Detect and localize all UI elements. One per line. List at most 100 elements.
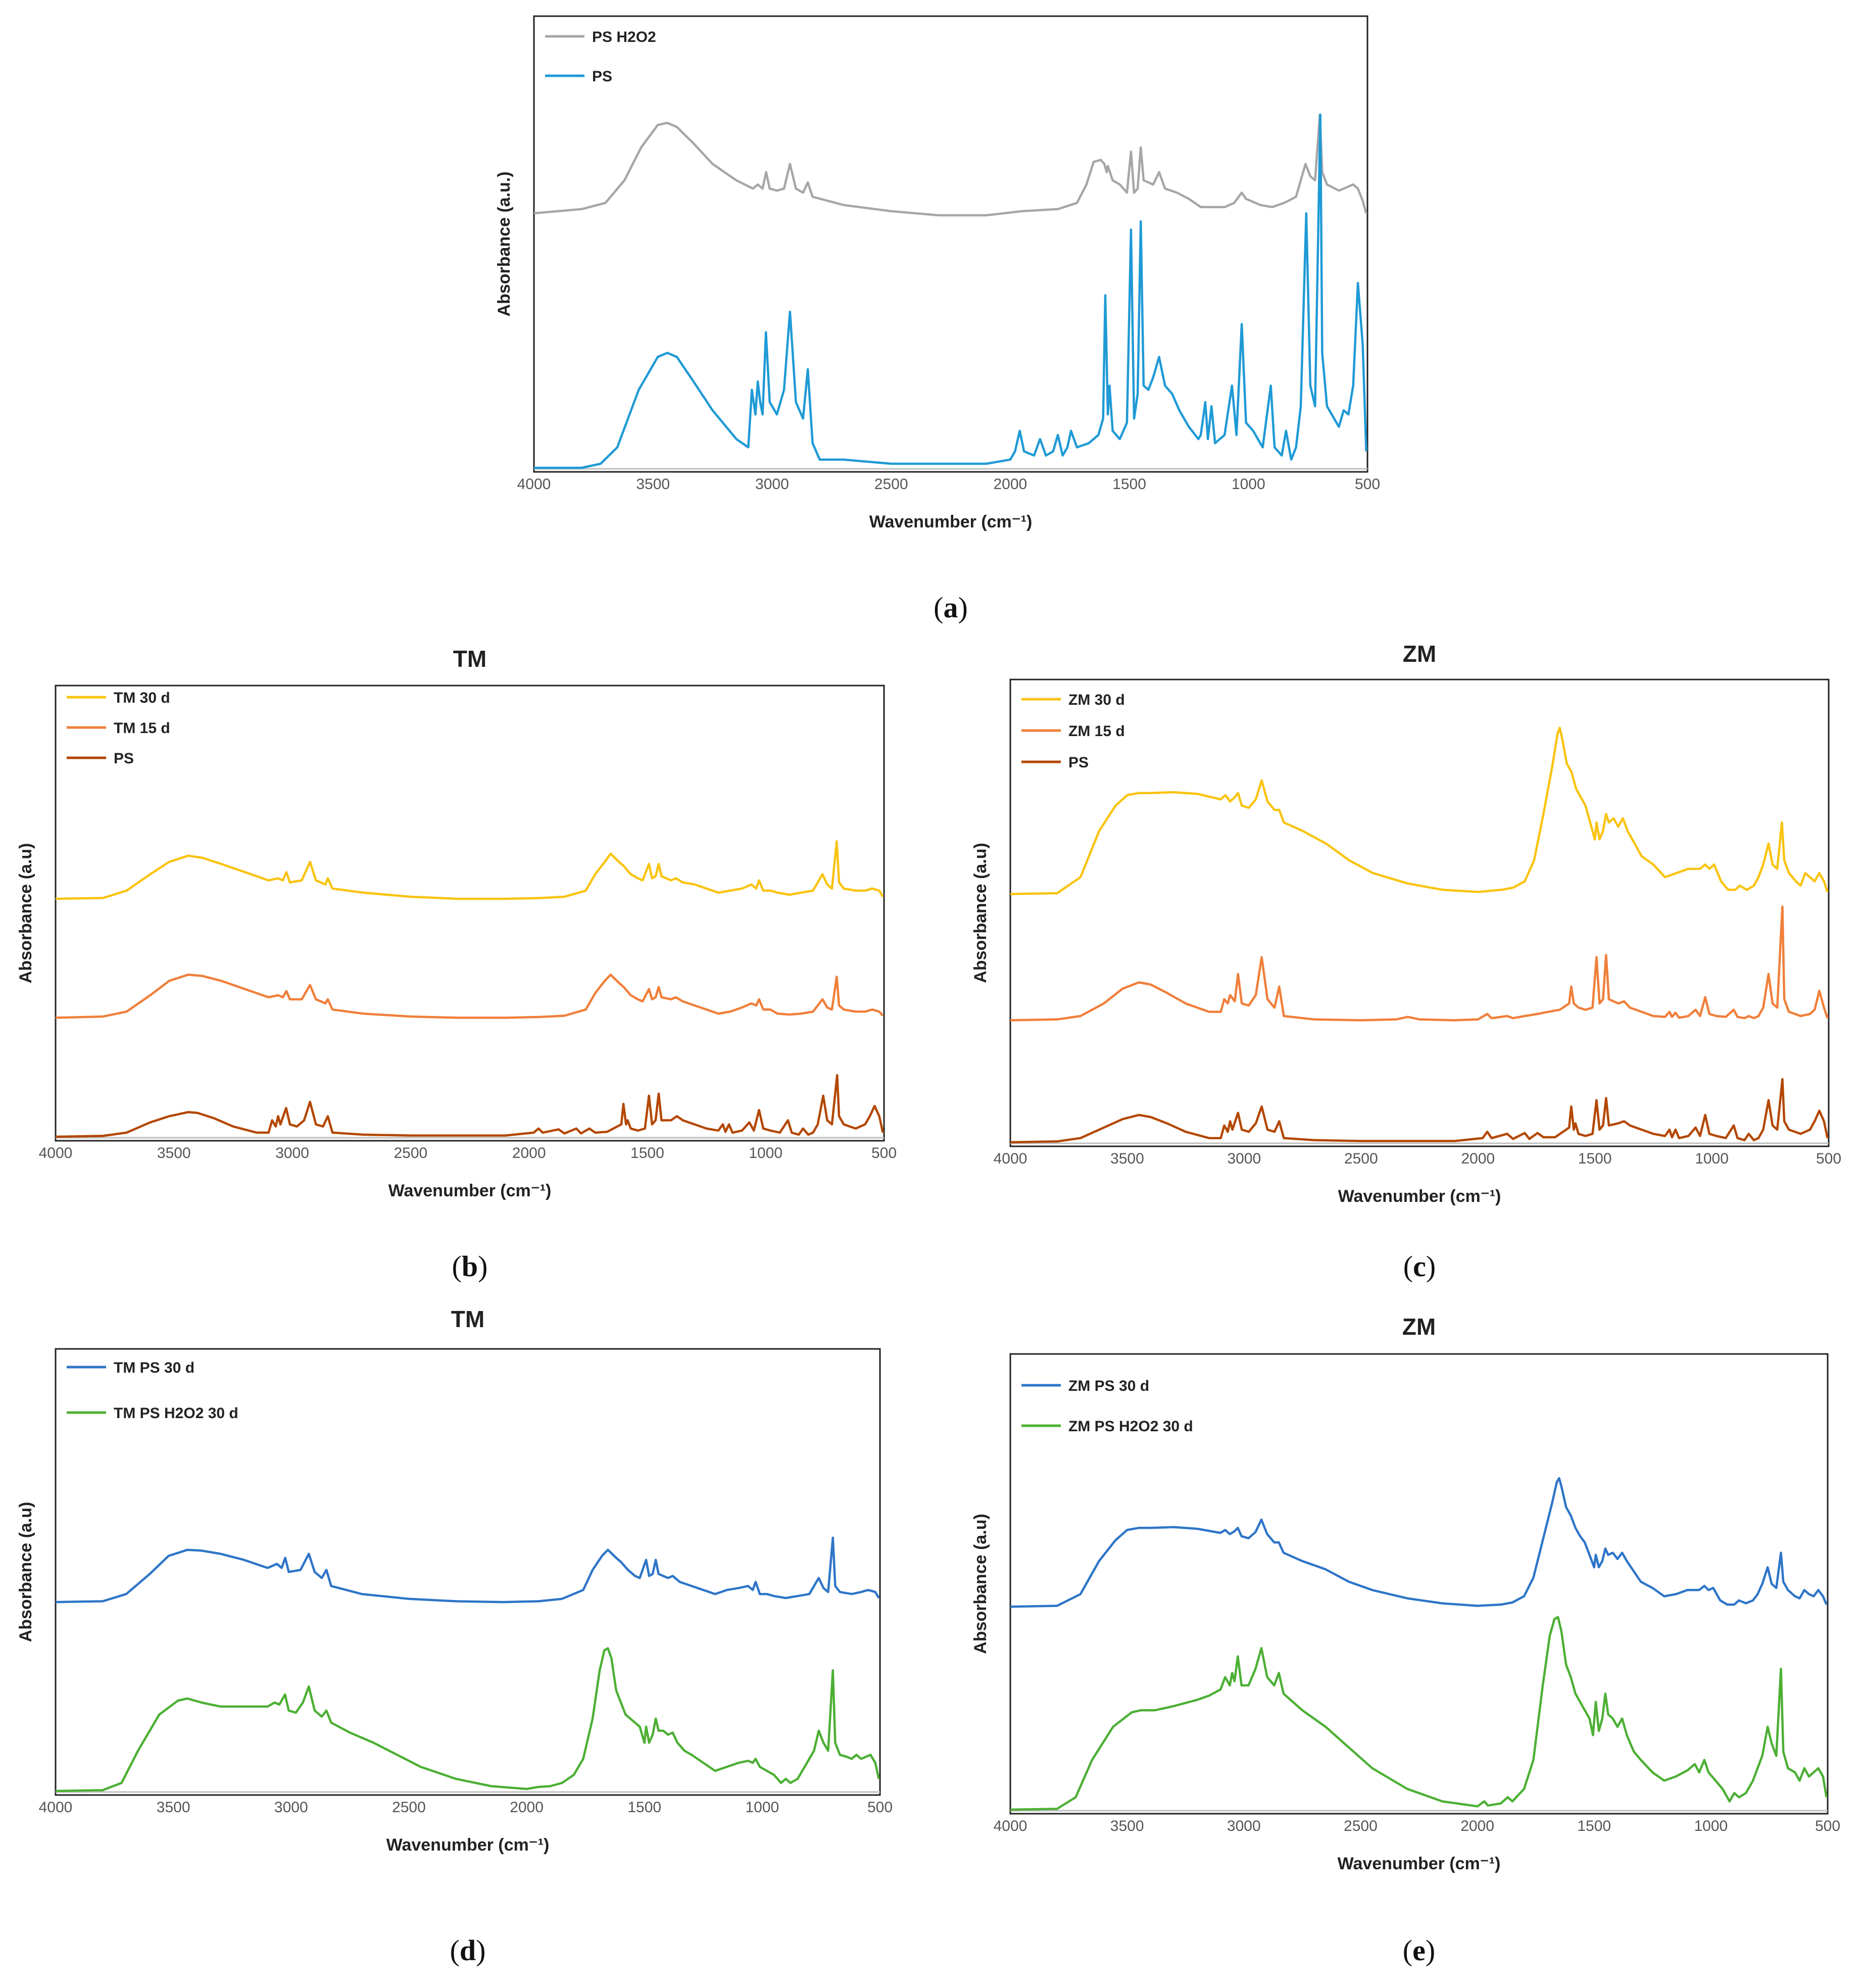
x-tick-label: 1500 xyxy=(630,1145,664,1161)
panel-caption-letter: d xyxy=(460,1934,476,1967)
x-tick-label: 500 xyxy=(871,1145,897,1161)
legend-entry: ZM 30 d xyxy=(1021,692,1125,708)
legend-entry: PS H2O2 xyxy=(545,29,656,45)
legend-label: PS H2O2 xyxy=(592,29,656,45)
plot-frame xyxy=(55,1348,881,1796)
x-axis-label: Wavenumber (cm⁻¹) xyxy=(1338,1854,1501,1873)
panel-title: TM xyxy=(453,646,486,672)
series-line-ps xyxy=(534,113,1367,469)
x-tick-label: 2000 xyxy=(1461,1150,1495,1167)
x-axis-label: Wavenumber (cm⁻¹) xyxy=(386,1835,550,1855)
x-tick-label: 1000 xyxy=(1695,1150,1729,1167)
x-tick-label: 1500 xyxy=(627,1799,661,1816)
x-tick-label: 4000 xyxy=(994,1150,1027,1167)
x-tick-label: 3000 xyxy=(755,476,789,493)
x-tick-label: 3500 xyxy=(157,1799,190,1816)
legend-label: PS xyxy=(114,750,134,767)
legend-label: TM 30 d xyxy=(114,690,170,706)
y-axis-label: Absorbance (a.u.) xyxy=(495,171,514,316)
series-line-zm-ps-h2o2-30-d xyxy=(1010,1616,1828,1811)
x-axis-label: Wavenumber (cm⁻¹) xyxy=(1338,1187,1501,1206)
x-tick-label: 500 xyxy=(1816,1150,1841,1167)
x-tick-label: 1500 xyxy=(1578,1150,1612,1167)
panel-caption-letter: c xyxy=(1413,1250,1426,1283)
panel-caption-letter: e xyxy=(1412,1934,1426,1967)
panel-caption-letter: b xyxy=(462,1250,478,1283)
x-tick-label: 4000 xyxy=(994,1818,1027,1834)
series-line-ps xyxy=(55,1074,884,1138)
panel-title: TM xyxy=(451,1306,484,1332)
series-line-ps xyxy=(1010,1078,1829,1144)
legend-label: TM 15 d xyxy=(114,720,170,737)
x-tick-label: 2500 xyxy=(394,1145,427,1161)
legend-label: TM PS H2O2 30 d xyxy=(114,1405,238,1422)
x-tick-label: 4000 xyxy=(517,476,551,493)
x-tick-label: 4000 xyxy=(39,1799,73,1816)
legend-entry: ZM 15 d xyxy=(1021,723,1125,740)
panel-caption: (d) xyxy=(450,1934,486,1967)
plot-frame xyxy=(55,685,885,1142)
legend-entry: PS xyxy=(545,68,612,85)
plot-frame xyxy=(533,15,1368,473)
panel-d: TM 4000 3500 3000 2500 2000 1500 1000 500 Wavenum… xyxy=(16,1306,893,1967)
x-tick-label: 3500 xyxy=(1110,1818,1144,1834)
panel-caption: (c) xyxy=(1403,1250,1436,1283)
legend-label: PS xyxy=(1068,754,1089,771)
legend-label: TM PS 30 d xyxy=(114,1360,194,1376)
x-tick-label: 2000 xyxy=(510,1799,544,1816)
x-tick-label: 1500 xyxy=(1577,1818,1611,1834)
x-tick-label: 3000 xyxy=(274,1799,308,1816)
legend-entry: TM 15 d xyxy=(67,720,170,737)
y-axis-label: Absorbance (a.u) xyxy=(971,1514,990,1654)
panel-caption: (b) xyxy=(452,1250,488,1283)
x-tick-label: 3500 xyxy=(157,1145,191,1161)
series-line-zm-ps-30-d xyxy=(1010,1477,1828,1608)
legend-label: ZM 30 d xyxy=(1068,692,1125,708)
plot-frame xyxy=(1009,678,1830,1147)
panel-caption-letter: a xyxy=(944,591,958,624)
x-tick-label: 2500 xyxy=(1344,1150,1378,1167)
legend-label: ZM 15 d xyxy=(1068,723,1125,740)
x-tick-label: 500 xyxy=(1355,476,1380,493)
panel-b: TM 4000 3500 3000 2500 2000 1500 1000 500 Wavenum… xyxy=(16,646,897,1283)
x-tick-label: 500 xyxy=(1815,1818,1840,1834)
y-axis-label: Absorbance (a.u) xyxy=(971,843,990,983)
x-tick-label: 2000 xyxy=(993,476,1027,493)
legend-label: ZM PS 30 d xyxy=(1068,1378,1149,1394)
panel-a: 4000 3500 3000 2500 2000 1500 1000 500 Wavenumbe… xyxy=(495,15,1380,624)
y-axis-label: Absorbance (a.u) xyxy=(16,1502,35,1642)
y-axis-label: Absorbance (a.u) xyxy=(16,843,35,984)
x-tick-label: 3000 xyxy=(275,1145,309,1161)
legend-entry: PS xyxy=(67,750,134,767)
legend-entry: ZM PS H2O2 30 d xyxy=(1021,1418,1193,1435)
x-tick-label: 1500 xyxy=(1112,476,1146,493)
x-tick-label: 4000 xyxy=(39,1145,73,1161)
series-line-ps-h2o2 xyxy=(533,113,1367,217)
x-tick-label: 2000 xyxy=(1460,1818,1494,1834)
x-tick-label: 2500 xyxy=(874,476,908,493)
series-line-zm-15-d xyxy=(1010,905,1829,1022)
x-tick-label: 2500 xyxy=(1344,1818,1378,1834)
x-tick-label: 1000 xyxy=(1694,1818,1728,1834)
x-tick-label: 1000 xyxy=(1232,476,1265,493)
series-line-tm-15-d xyxy=(55,974,884,1019)
series-line-tm-ps-h2o2-30-d xyxy=(55,1647,880,1792)
panel-c: ZM 4000 3500 3000 2500 2000 1500 1000 500 Wavenum… xyxy=(971,641,1841,1283)
x-axis-label: Wavenumber (cm⁻¹) xyxy=(869,512,1033,531)
x-tick-label: 1000 xyxy=(749,1145,782,1161)
x-tick-label: 3500 xyxy=(1110,1150,1144,1167)
series-line-tm-ps-30-d xyxy=(55,1536,880,1604)
legend-label: PS xyxy=(592,68,612,85)
legend-entry: PS xyxy=(1021,754,1089,771)
panel-caption: (e) xyxy=(1403,1934,1435,1967)
legend-entry: ZM PS 30 d xyxy=(1021,1378,1149,1394)
panel-title: ZM xyxy=(1403,641,1436,667)
x-tick-label: 3000 xyxy=(1227,1150,1261,1167)
legend-entry: TM PS 30 d xyxy=(67,1360,194,1376)
series-line-tm-30-d xyxy=(55,840,884,900)
panel-e: ZM 4000 3500 3000 2500 2000 1500 1000 500 Wavenum… xyxy=(971,1314,1840,1967)
x-tick-label: 1000 xyxy=(745,1799,779,1816)
panel-title: ZM xyxy=(1402,1314,1436,1340)
legend-entry: TM PS H2O2 30 d xyxy=(67,1405,238,1422)
